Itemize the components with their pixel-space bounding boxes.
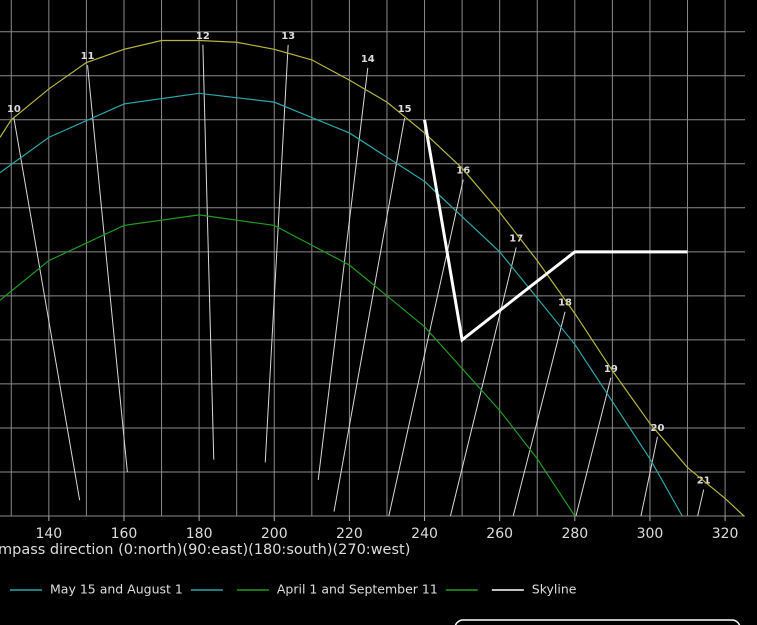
- series-line: [0, 214, 576, 517]
- hour-line: [640, 436, 658, 517]
- hour-line: [333, 117, 406, 512]
- x-axis-label: mpass direction (0:north)(90:east)(180:s…: [0, 542, 410, 558]
- panel-edge: [454, 619, 741, 625]
- hour-label: 13: [281, 31, 295, 42]
- hour-line: [87, 65, 128, 473]
- hour-line: [512, 311, 566, 517]
- x-tick-label: 260: [486, 526, 513, 542]
- x-tick-label: 140: [35, 526, 62, 542]
- legend-label: April 1 and September 11: [277, 582, 438, 597]
- x-tick-label: 300: [637, 526, 664, 542]
- x-tick-label: 180: [186, 526, 213, 542]
- x-tick-label: 200: [261, 526, 288, 542]
- hour-line: [575, 377, 612, 517]
- legend-label: Skyline: [532, 582, 577, 597]
- hour-line: [317, 67, 369, 480]
- hour-line: [697, 489, 705, 517]
- hour-label: 16: [456, 166, 470, 177]
- legend-label: May 15 and August 1: [50, 582, 183, 597]
- hour-line: [202, 44, 215, 460]
- hour-label: 10: [7, 104, 21, 115]
- series-line: [423, 119, 688, 343]
- hour-line: [388, 179, 464, 517]
- hour-line: [264, 44, 289, 463]
- hour-label: 20: [651, 423, 665, 434]
- series-line: [0, 92, 683, 517]
- x-tick-label: 220: [336, 526, 363, 542]
- hour-label: 12: [196, 31, 210, 42]
- x-tick-label: 320: [712, 526, 739, 542]
- series-line: [0, 39, 745, 517]
- x-tick-label: 240: [411, 526, 438, 542]
- x-tick-label: 280: [561, 526, 588, 542]
- hour-label: 11: [81, 51, 95, 62]
- hour-label: 18: [558, 298, 572, 309]
- hour-label: 15: [398, 104, 412, 115]
- hour-line: [13, 117, 81, 501]
- x-tick-label: 160: [111, 526, 138, 542]
- hour-label: 14: [361, 54, 375, 65]
- hour-line: [449, 247, 517, 517]
- hour-label: 17: [509, 233, 523, 244]
